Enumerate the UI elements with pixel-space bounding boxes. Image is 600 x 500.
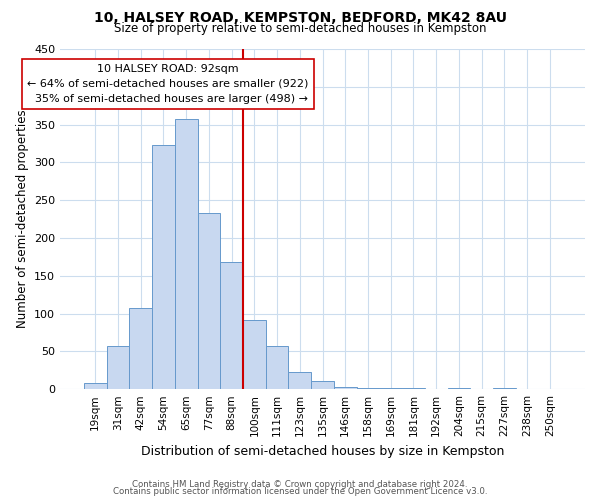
- Bar: [175, 118, 197, 389]
- Bar: [493, 388, 515, 389]
- Text: Contains public sector information licensed under the Open Government Licence v3: Contains public sector information licen…: [113, 488, 487, 496]
- Bar: [289, 372, 311, 389]
- Bar: [130, 308, 152, 389]
- Bar: [311, 381, 334, 389]
- Bar: [379, 388, 402, 389]
- Bar: [402, 388, 425, 389]
- Bar: [356, 388, 379, 389]
- Bar: [448, 388, 470, 389]
- Text: 10, HALSEY ROAD, KEMPSTON, BEDFORD, MK42 8AU: 10, HALSEY ROAD, KEMPSTON, BEDFORD, MK42…: [94, 11, 506, 25]
- Bar: [107, 346, 130, 389]
- Bar: [220, 262, 243, 389]
- Bar: [243, 320, 266, 389]
- Y-axis label: Number of semi-detached properties: Number of semi-detached properties: [16, 110, 29, 328]
- Bar: [197, 213, 220, 389]
- Bar: [84, 383, 107, 389]
- Text: Contains HM Land Registry data © Crown copyright and database right 2024.: Contains HM Land Registry data © Crown c…: [132, 480, 468, 489]
- Text: Size of property relative to semi-detached houses in Kempston: Size of property relative to semi-detach…: [114, 22, 486, 35]
- X-axis label: Distribution of semi-detached houses by size in Kempston: Distribution of semi-detached houses by …: [141, 444, 504, 458]
- Bar: [334, 387, 356, 389]
- Text: 10 HALSEY ROAD: 92sqm
← 64% of semi-detached houses are smaller (922)
  35% of s: 10 HALSEY ROAD: 92sqm ← 64% of semi-deta…: [28, 64, 308, 104]
- Bar: [152, 145, 175, 389]
- Bar: [266, 346, 289, 389]
